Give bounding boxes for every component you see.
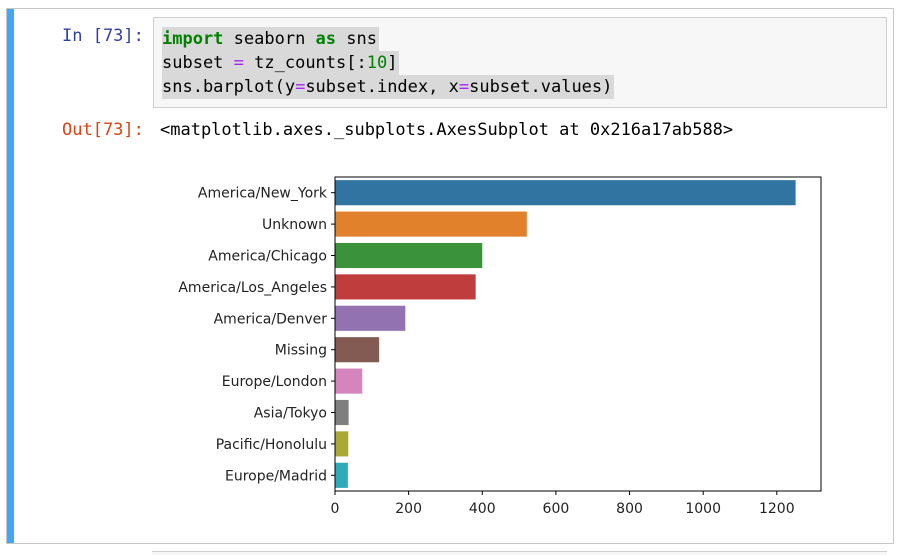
bar	[335, 180, 796, 206]
operator: =	[458, 77, 470, 97]
code-text: tz_counts[:	[243, 53, 367, 73]
keyword-import: import	[162, 29, 224, 49]
y-tick-label: America/New_York	[198, 186, 328, 202]
x-tick-label: 1200	[759, 501, 795, 517]
y-tick-label: America/Denver	[214, 311, 328, 327]
bar	[335, 211, 527, 237]
x-tick-label: 0	[331, 501, 340, 517]
code-text: subset.index, x	[305, 77, 459, 97]
cell-selection-bar	[7, 9, 14, 543]
code-line-3: sns.barplot(y=subset.index, x=subset.val…	[162, 75, 615, 99]
code-text: ]	[387, 53, 398, 73]
y-tick-label: America/Los_Angeles	[178, 280, 327, 296]
axes-frame	[334, 176, 822, 492]
y-tick-label: Unknown	[262, 217, 327, 233]
y-tick-label: Pacific/Honolulu	[216, 437, 327, 453]
x-tick-label: 200	[395, 501, 422, 517]
bar	[335, 368, 363, 394]
operator: =	[233, 53, 244, 73]
code-text: sns	[336, 29, 377, 49]
code-text: subset.values)	[469, 77, 613, 97]
y-tick-label: Europe/London	[222, 374, 327, 390]
keyword-as: as	[315, 29, 337, 49]
output-repr: <matplotlib.axes._subplots.AxesSubplot a…	[160, 120, 734, 140]
bar	[335, 305, 406, 331]
input-prompt: In [73]:	[62, 26, 144, 46]
y-tick-label: America/Chicago	[208, 249, 327, 265]
y-tick-label: Missing	[275, 343, 327, 359]
y-tick-label: Asia/Tokyo	[254, 406, 327, 422]
bar	[335, 431, 349, 457]
code-line-2: subset = tz_counts[:10]	[162, 51, 400, 75]
y-tick-label: Europe/Madrid	[225, 468, 327, 484]
output-prompt: Out[73]:	[62, 120, 144, 140]
code-text: sns.barplot(y	[162, 77, 296, 97]
x-tick-label: 400	[469, 501, 496, 517]
number-literal: 10	[366, 53, 388, 73]
bar	[335, 242, 483, 269]
x-tick-label: 1000	[685, 501, 721, 517]
next-cell-edge[interactable]	[152, 551, 887, 555]
bar	[335, 462, 348, 488]
code-line-1: import seaborn as sns	[162, 27, 379, 51]
bar	[335, 337, 380, 363]
code-input-area[interactable]: import seaborn as sns subset = tz_counts…	[153, 17, 887, 108]
code-text: seaborn	[223, 29, 316, 49]
x-tick-label: 800	[616, 501, 643, 517]
x-tick-label: 600	[543, 501, 570, 517]
code-text: subset	[162, 53, 234, 73]
operator: =	[295, 77, 306, 97]
bar	[335, 399, 349, 426]
bar	[335, 274, 476, 300]
